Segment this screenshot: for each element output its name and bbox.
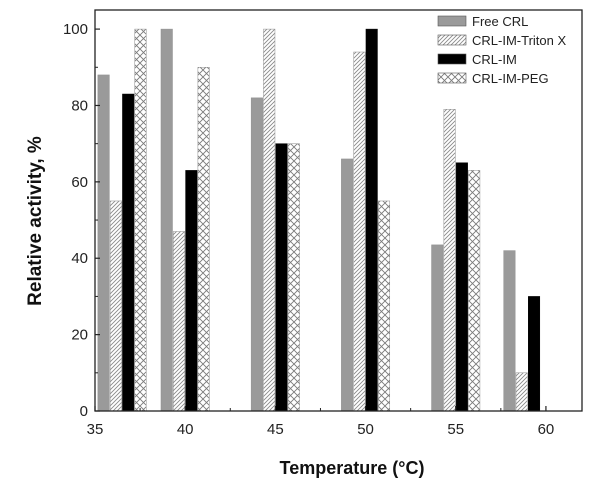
ticks: 0 20 40 60 80 100 35 40 45 50 55 60 xyxy=(63,21,554,438)
legend-swatch-free-crl xyxy=(437,15,467,27)
bar-crl-im-peg-2 xyxy=(287,143,300,412)
bar-free-crl-5 xyxy=(503,250,516,412)
bar-crl-im-peg-0 xyxy=(134,28,147,412)
bar-free-crl-0 xyxy=(97,74,110,412)
legend-swatch-crl-im-peg xyxy=(437,72,467,84)
legend-label-crl-im: CRL-IM xyxy=(472,52,517,67)
y-tick-label-80: 80 xyxy=(71,97,88,114)
bar-free-crl-1 xyxy=(160,28,173,412)
bar-crl-im-triton-x-4 xyxy=(443,109,456,412)
bar-crl-im-3 xyxy=(365,28,378,412)
x-tick-label-60: 60 xyxy=(538,421,555,438)
bar-free-crl-3 xyxy=(341,158,354,412)
y-tick-label-0: 0 xyxy=(80,403,88,420)
bar-crl-im-triton-x-1 xyxy=(173,231,186,412)
axes xyxy=(94,9,583,412)
legend-label-crl-im-peg: CRL-IM-PEG xyxy=(472,71,549,86)
bar-free-crl-4 xyxy=(431,244,444,412)
bar-crl-im-triton-x-5 xyxy=(515,372,528,412)
y-axis-title: Relative activity, % xyxy=(25,136,46,306)
y-tick-label-100: 100 xyxy=(63,21,88,38)
bar-crl-im-peg-3 xyxy=(378,200,391,412)
plot-frame xyxy=(94,9,583,412)
x-tick-label-50: 50 xyxy=(357,421,374,438)
x-tick-label-45: 45 xyxy=(267,421,284,438)
bar-crl-im-0 xyxy=(122,93,135,412)
x-tick-label-35: 35 xyxy=(87,421,104,438)
legend-label-crl-im-triton-x: CRL-IM-Triton X xyxy=(472,33,566,48)
bar-crl-im-triton-x-3 xyxy=(353,51,366,412)
legend: Free CRL CRL-IM-Triton X CRL-IM CRL-IM-PEG xyxy=(437,14,566,86)
x-axis-title: Temperature (°C) xyxy=(280,458,425,478)
x-tick-label-55: 55 xyxy=(447,421,464,438)
bar-free-crl-2 xyxy=(250,97,263,412)
bar-crl-im-peg-1 xyxy=(197,67,210,412)
bar-crl-im-5 xyxy=(528,296,541,412)
y-tick-label-40: 40 xyxy=(71,250,88,267)
legend-swatch-crl-im xyxy=(437,53,467,65)
bar-crl-im-2 xyxy=(275,143,288,412)
y-tick-label-60: 60 xyxy=(71,174,88,191)
y-tick-label-20: 20 xyxy=(71,327,88,344)
bar-crl-im-1 xyxy=(185,170,198,412)
bar-crl-im-4 xyxy=(455,162,468,412)
bars xyxy=(97,28,541,412)
bar-crl-im-peg-4 xyxy=(468,170,481,412)
legend-label-free-crl: Free CRL xyxy=(472,14,528,29)
bar-crl-im-triton-x-2 xyxy=(263,28,276,412)
x-tick-label-40: 40 xyxy=(177,421,194,438)
bar-crl-im-triton-x-0 xyxy=(109,200,122,412)
legend-swatch-crl-im-triton-x xyxy=(437,34,467,46)
